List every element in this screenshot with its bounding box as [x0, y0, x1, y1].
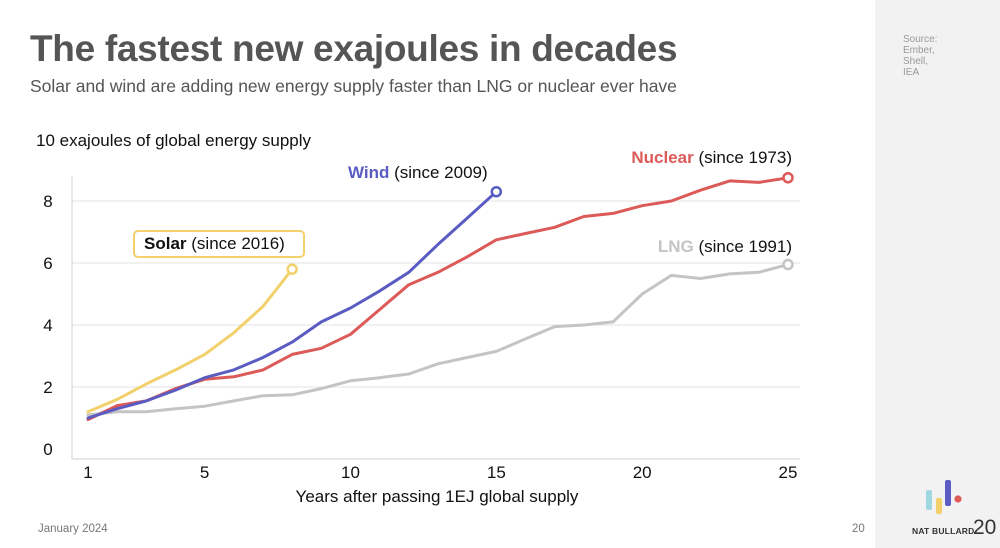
- x-tick-label: 5: [200, 463, 209, 482]
- slide-subtitle: Solar and wind are adding new energy sup…: [30, 76, 677, 96]
- series-since-lng: (since 1991): [694, 237, 792, 256]
- brand-name: NAT BULLARD: [912, 526, 975, 536]
- y-tick-label: 6: [43, 254, 52, 273]
- brand-number: 20: [973, 516, 997, 539]
- end-marker-lng: [782, 258, 794, 271]
- x-tick-label: 15: [487, 463, 506, 482]
- y-tick-label: 0: [43, 440, 52, 459]
- x-tick-label: 10: [341, 463, 360, 482]
- page-number: 20: [852, 523, 865, 535]
- y-axis-title: 10 exajoules of global energy supply: [36, 131, 312, 150]
- series-since-wind: (since 2009): [389, 163, 487, 182]
- series-name-wind: Wind: [348, 163, 389, 182]
- series-label-lng: LNG (since 1991): [658, 237, 792, 256]
- x-tick-label: 25: [779, 463, 798, 482]
- y-tick-label: 2: [43, 378, 52, 397]
- y-tick-label: 4: [43, 316, 52, 335]
- series-line-lng: [86, 263, 790, 417]
- series-since-solar: (since 2016): [187, 234, 285, 253]
- end-marker-wind: [490, 185, 503, 198]
- solar-label-box: [133, 230, 305, 258]
- series-line-solar: [86, 267, 294, 414]
- end-marker-solar: [286, 263, 298, 275]
- end-marker-nuclear: [782, 172, 794, 184]
- series-name-lng: LNG: [658, 237, 694, 256]
- x-tick-label: 1: [83, 463, 92, 482]
- series-name-solar: Solar: [144, 234, 187, 253]
- series-since-nuclear: (since 1973): [694, 148, 792, 167]
- series-label-solar: Solar (since 2016): [144, 234, 285, 253]
- series-name-nuclear: Nuclear: [631, 148, 694, 167]
- x-axis-title: Years after passing 1EJ global supply: [296, 487, 579, 506]
- slide-title: The fastest new exajoules in decades: [30, 28, 678, 69]
- y-tick-label: 8: [43, 192, 52, 211]
- series-line-wind: [86, 190, 498, 420]
- series-label-nuclear: Nuclear (since 1973): [631, 148, 792, 167]
- x-tick-label: 20: [633, 463, 652, 482]
- footer-date: January 2024: [38, 523, 108, 535]
- sidebar-panel: [875, 0, 1000, 548]
- source-note: Source: Ember, Shell, IEA: [903, 34, 938, 78]
- series-label-wind: Wind (since 2009): [348, 163, 488, 182]
- brand-logo-icon: [926, 480, 962, 514]
